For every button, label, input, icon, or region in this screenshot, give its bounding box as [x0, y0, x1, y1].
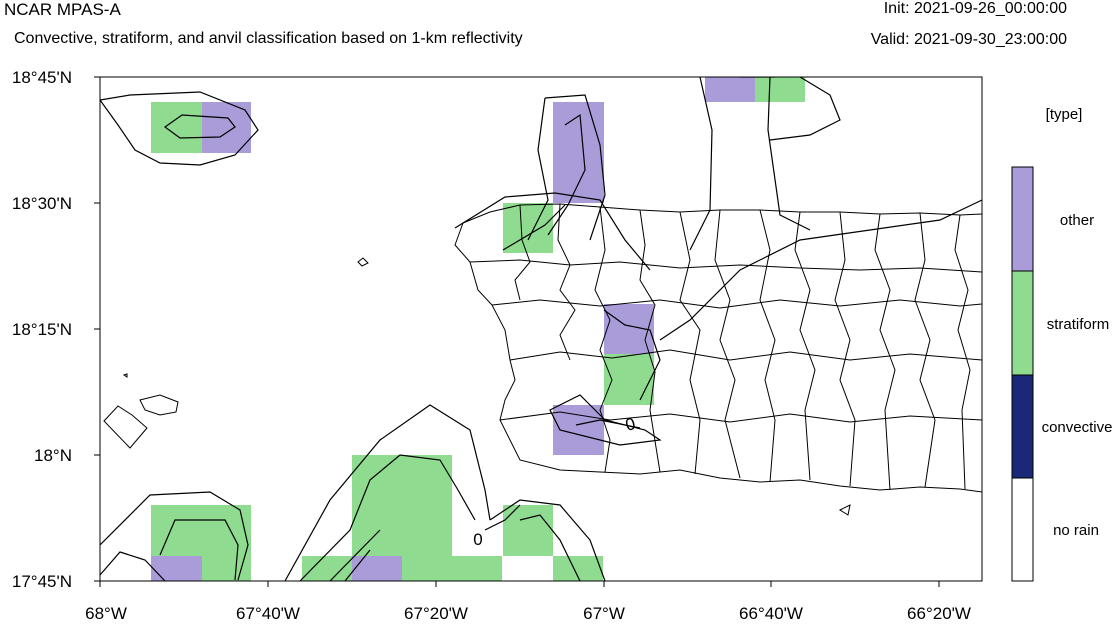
lon-label: 68°W [85, 604, 127, 623]
legend-label-stratiform: stratiform [1047, 316, 1110, 333]
lon-label: 67°W [583, 604, 625, 623]
lat-label: 18°30'N [12, 194, 72, 213]
map-subtitle: Convective, stratiform, and anvil classi… [14, 30, 523, 47]
lat-label: 18°15'N [12, 320, 72, 339]
legend-swatch-no-rain [1011, 477, 1034, 582]
legend-label-no-rain: no rain [1053, 522, 1099, 539]
legend: [type] other stratiform convective no ra… [1011, 106, 1113, 582]
lon-label: 66°20'W [907, 604, 971, 623]
lon-label: 67°20'W [404, 604, 468, 623]
lat-label: 18°N [34, 446, 72, 465]
other-cells [151, 77, 755, 581]
classification-cells [151, 77, 805, 581]
lon-label: 66°40'W [739, 604, 803, 623]
legend-label-convective: convective [1042, 419, 1113, 436]
latitude-labels: 18°45'N 18°30'N 18°15'N 18°N 17°45'N [12, 68, 72, 591]
legend-label-other: other [1060, 212, 1094, 229]
axis-ticks [94, 76, 940, 587]
init-time: Init: 2021-09-26_00:00:00 [883, 0, 1067, 17]
map-title: NCAR MPAS-A [4, 0, 121, 19]
legend-title: [type] [1046, 106, 1083, 123]
legend-swatch-stratiform [1011, 270, 1034, 376]
legend-swatch-convective [1011, 374, 1034, 479]
lat-label: 17°45'N [12, 572, 72, 591]
contour-label: 0 [473, 530, 482, 549]
lat-label: 18°45'N [12, 68, 72, 87]
reflectivity-contours [100, 77, 982, 581]
municipal-boundaries [469, 203, 982, 491]
valid-time: Valid: 2021-09-30_23:00:00 [870, 31, 1067, 48]
legend-swatch-other [1011, 166, 1034, 272]
longitude-labels: 68°W 67°40'W 67°20'W 67°W 66°40'W 66°20'… [85, 604, 971, 623]
lon-label: 67°40'W [236, 604, 300, 623]
